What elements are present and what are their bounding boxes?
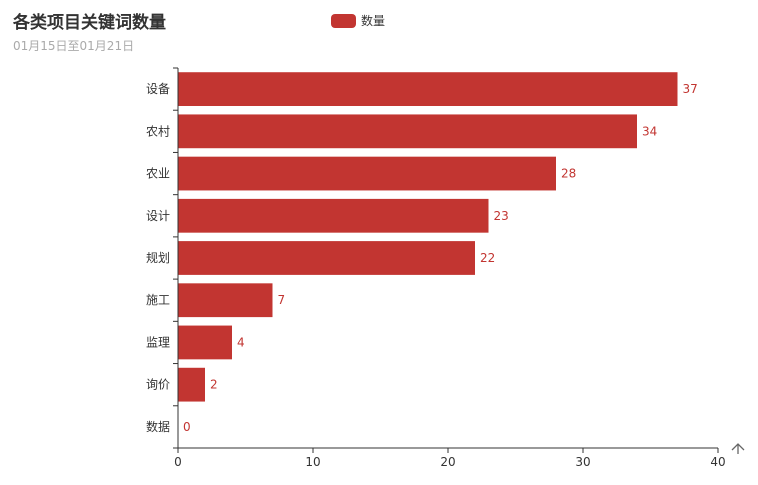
category-label-0: 设备 [146, 82, 170, 96]
chart-subtitle: 01月15日至01月21日 [13, 39, 135, 53]
legend-label: 数量 [361, 14, 386, 28]
category-label-2: 农业 [146, 167, 170, 181]
value-label-7: 2 [210, 378, 218, 392]
value-label-2: 28 [561, 167, 576, 181]
x-tick-label-2: 20 [440, 455, 455, 469]
x-tick-label-4: 40 [710, 455, 725, 469]
labels-layer: 设备 37 农村 34 农业 28 设计 23 规划 22 施工 7 监理 4 询价 2 数据 0 0 10 20 30 4… [146, 82, 726, 469]
bars-layer [178, 72, 678, 402]
save-as-image-icon[interactable] [730, 440, 746, 456]
bar-6 [178, 325, 232, 360]
bar-5 [178, 283, 273, 318]
category-label-1: 农村 [146, 124, 170, 138]
bar-7 [178, 367, 205, 402]
bar-3 [178, 198, 489, 233]
legend-swatch [331, 13, 356, 28]
value-label-4: 22 [480, 251, 495, 265]
value-label-5: 7 [278, 293, 286, 307]
category-label-8: 数据 [146, 419, 170, 434]
value-label-3: 23 [494, 209, 509, 223]
value-label-0: 37 [683, 82, 698, 96]
bar-0 [178, 72, 678, 106]
value-label-1: 34 [642, 124, 657, 138]
legend[interactable]: 数量 [331, 12, 385, 29]
x-tick-label-1: 10 [305, 455, 320, 469]
bar-2 [178, 156, 556, 191]
value-label-6: 4 [237, 335, 245, 349]
x-tick-label-0: 0 [174, 455, 182, 469]
x-tick-label-3: 30 [575, 455, 590, 469]
value-label-8: 0 [183, 420, 191, 434]
bar-1 [178, 114, 637, 149]
category-label-3: 设计 [146, 209, 170, 223]
category-label-7: 询价 [146, 378, 170, 392]
category-label-6: 监理 [146, 335, 170, 349]
category-label-5: 施工 [146, 293, 170, 307]
category-label-4: 规划 [146, 250, 170, 265]
axes-layer [173, 67, 719, 453]
chart-title: 各类项目关键词数量 [13, 13, 166, 33]
bar-4 [178, 241, 475, 275]
